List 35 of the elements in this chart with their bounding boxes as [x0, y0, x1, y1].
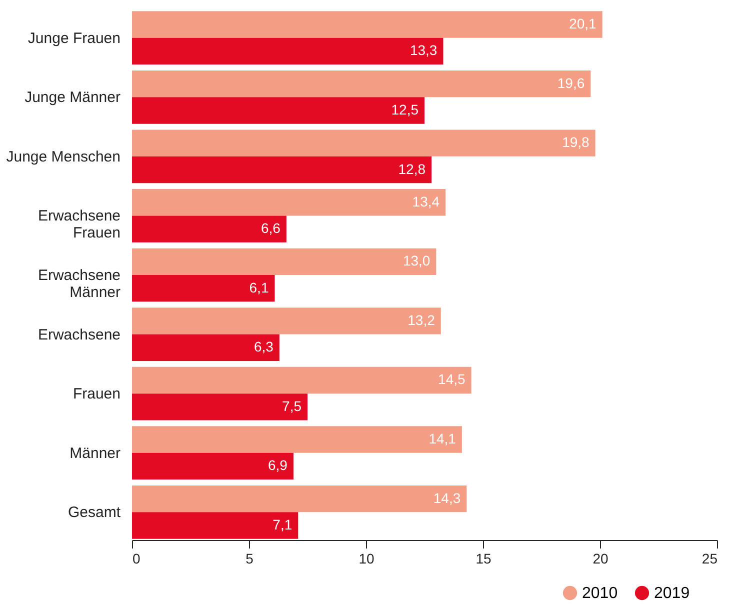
- y-tick-label: Frauen: [72, 386, 120, 403]
- data-label: 14,3: [433, 490, 461, 506]
- y-tick-label: Junge Männer: [24, 89, 120, 106]
- data-label: 6,6: [260, 220, 281, 236]
- y-tick-label: Gesamt: [68, 504, 122, 522]
- data-label: 19,8: [562, 134, 590, 150]
- y-tick-label: Männer: [70, 444, 121, 462]
- data-label: 6,3: [254, 338, 274, 355]
- data-label: 12,8: [398, 160, 426, 177]
- x-tick-label: 10: [358, 550, 374, 566]
- legend-label: 2019: [654, 585, 690, 602]
- data-label: 13,2: [408, 312, 436, 328]
- x-tick-label: 5: [246, 550, 254, 566]
- x-tick-label: 0: [132, 550, 140, 566]
- data-label: 6,9: [268, 457, 288, 474]
- x-tick-label: 20: [592, 550, 608, 566]
- y-tick-label: Junge Frauen: [28, 30, 120, 47]
- data-label: 6,1: [249, 279, 269, 296]
- data-label: 7,5: [282, 398, 302, 414]
- data-label: 13,4: [412, 193, 440, 210]
- y-tick-label: Erwachsene Frauen: [38, 208, 120, 242]
- data-label: 13,3: [410, 42, 438, 58]
- y-tick-label: Erwachsene Männer: [38, 267, 121, 301]
- data-label: 19,6: [557, 74, 585, 91]
- data-label: 12,5: [391, 101, 419, 118]
- legend-label: 2010: [582, 585, 618, 602]
- data-label: 20,1: [569, 16, 597, 32]
- data-label: 13,0: [402, 252, 430, 269]
- data-label: 14,1: [428, 430, 456, 447]
- x-tick-label: 25: [702, 550, 718, 566]
- data-label: 7,1: [272, 516, 292, 532]
- y-tick-label: Erwachsene: [38, 326, 120, 344]
- x-tick-label: 15: [476, 550, 492, 566]
- data-label: 14,5: [438, 371, 466, 388]
- y-tick-label: Junge Menschen: [6, 148, 120, 166]
